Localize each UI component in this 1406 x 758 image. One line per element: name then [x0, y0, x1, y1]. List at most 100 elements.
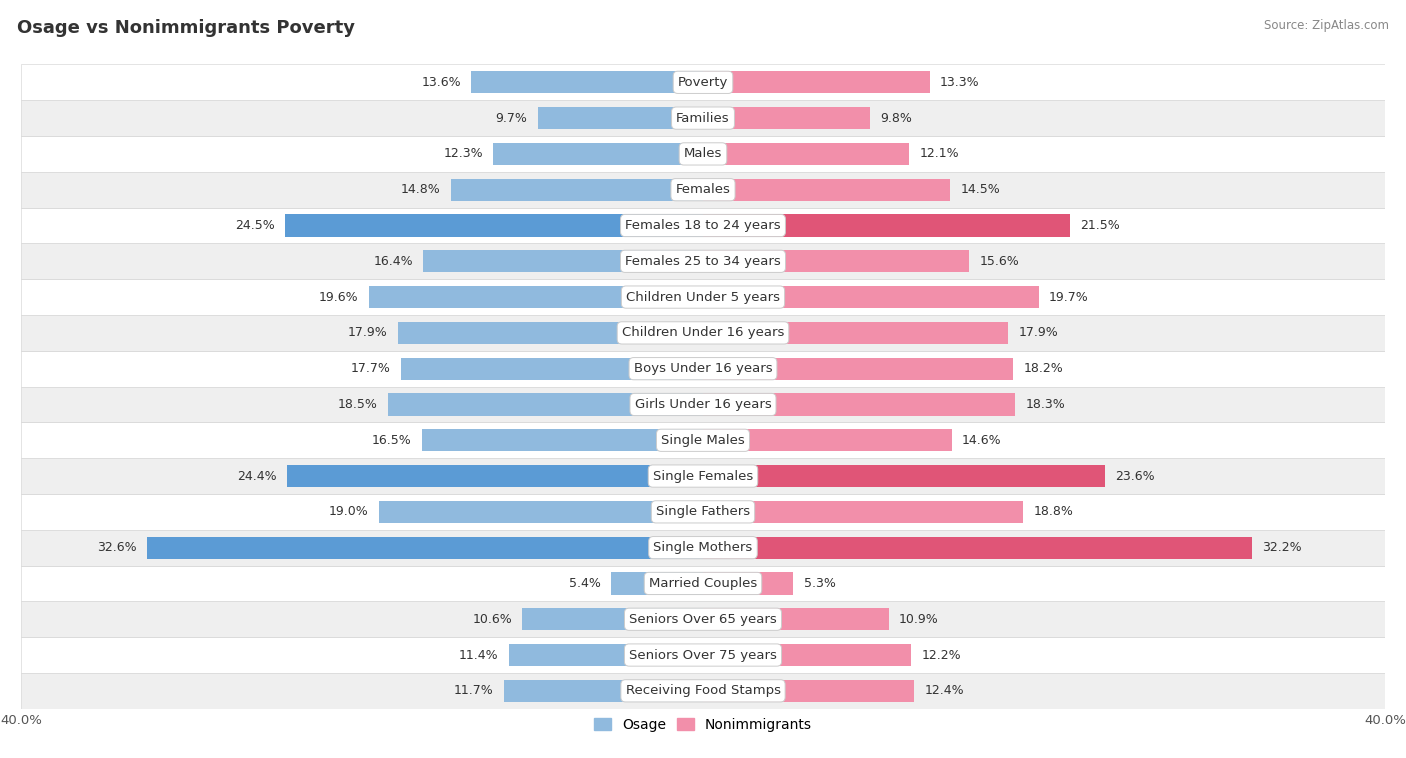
Text: 17.7%: 17.7%: [352, 362, 391, 375]
Bar: [509, 644, 703, 666]
Bar: [703, 250, 969, 272]
Bar: [285, 215, 703, 236]
Text: Poverty: Poverty: [678, 76, 728, 89]
Text: Receiving Food Stamps: Receiving Food Stamps: [626, 684, 780, 697]
Bar: [703, 572, 793, 594]
Text: 13.6%: 13.6%: [422, 76, 461, 89]
Text: 17.9%: 17.9%: [347, 327, 388, 340]
Text: Source: ZipAtlas.com: Source: ZipAtlas.com: [1264, 19, 1389, 32]
Bar: [21, 494, 1385, 530]
Text: Single Fathers: Single Fathers: [657, 506, 749, 518]
Bar: [451, 179, 703, 201]
Text: 19.6%: 19.6%: [319, 290, 359, 304]
Text: 18.2%: 18.2%: [1024, 362, 1063, 375]
Text: 9.8%: 9.8%: [880, 111, 912, 124]
Text: Children Under 16 years: Children Under 16 years: [621, 327, 785, 340]
Bar: [21, 601, 1385, 637]
Text: Seniors Over 65 years: Seniors Over 65 years: [628, 612, 778, 626]
Bar: [21, 387, 1385, 422]
Bar: [703, 71, 929, 93]
Bar: [21, 64, 1385, 100]
Bar: [537, 107, 703, 129]
Bar: [287, 465, 703, 487]
Bar: [703, 680, 914, 702]
Bar: [388, 393, 703, 415]
Text: 19.0%: 19.0%: [329, 506, 368, 518]
Bar: [703, 322, 1008, 344]
Text: 19.7%: 19.7%: [1049, 290, 1088, 304]
Bar: [703, 107, 870, 129]
Text: 9.7%: 9.7%: [495, 111, 527, 124]
Bar: [471, 71, 703, 93]
Text: Females 18 to 24 years: Females 18 to 24 years: [626, 219, 780, 232]
Text: Single Males: Single Males: [661, 434, 745, 446]
Text: 24.5%: 24.5%: [235, 219, 276, 232]
Bar: [21, 530, 1385, 565]
Bar: [422, 429, 703, 451]
Text: 12.1%: 12.1%: [920, 147, 959, 161]
Text: 17.9%: 17.9%: [1018, 327, 1059, 340]
Text: 32.2%: 32.2%: [1263, 541, 1302, 554]
Text: 10.6%: 10.6%: [472, 612, 512, 626]
Text: 5.3%: 5.3%: [804, 577, 835, 590]
Text: Seniors Over 75 years: Seniors Over 75 years: [628, 649, 778, 662]
Text: 12.2%: 12.2%: [921, 649, 960, 662]
Bar: [401, 358, 703, 380]
Bar: [380, 501, 703, 523]
Text: 5.4%: 5.4%: [569, 577, 600, 590]
Bar: [703, 429, 952, 451]
Bar: [612, 572, 703, 594]
Bar: [21, 565, 1385, 601]
Bar: [703, 286, 1039, 309]
Legend: Osage, Nonimmigrants: Osage, Nonimmigrants: [589, 712, 817, 738]
Text: 14.6%: 14.6%: [962, 434, 1001, 446]
Bar: [703, 179, 950, 201]
Bar: [703, 501, 1024, 523]
Bar: [423, 250, 703, 272]
Bar: [368, 286, 703, 309]
Bar: [21, 172, 1385, 208]
Bar: [21, 637, 1385, 673]
Bar: [703, 143, 910, 165]
Text: 13.3%: 13.3%: [941, 76, 980, 89]
Text: 32.6%: 32.6%: [97, 541, 136, 554]
Bar: [21, 351, 1385, 387]
Text: 18.3%: 18.3%: [1025, 398, 1064, 411]
Text: 16.5%: 16.5%: [371, 434, 412, 446]
Bar: [522, 608, 703, 631]
Bar: [703, 537, 1251, 559]
Text: Females 25 to 34 years: Females 25 to 34 years: [626, 255, 780, 268]
Text: 16.4%: 16.4%: [374, 255, 413, 268]
Text: 11.4%: 11.4%: [458, 649, 499, 662]
Text: Married Couples: Married Couples: [650, 577, 756, 590]
Bar: [494, 143, 703, 165]
Text: 14.8%: 14.8%: [401, 183, 440, 196]
Text: Females: Females: [675, 183, 731, 196]
Text: 18.8%: 18.8%: [1033, 506, 1074, 518]
Bar: [21, 208, 1385, 243]
Bar: [703, 215, 1070, 236]
Text: 24.4%: 24.4%: [238, 469, 277, 483]
Bar: [21, 673, 1385, 709]
Bar: [21, 279, 1385, 315]
Text: 21.5%: 21.5%: [1080, 219, 1119, 232]
Bar: [703, 393, 1015, 415]
Text: Osage vs Nonimmigrants Poverty: Osage vs Nonimmigrants Poverty: [17, 19, 354, 37]
Text: Single Females: Single Females: [652, 469, 754, 483]
Text: Boys Under 16 years: Boys Under 16 years: [634, 362, 772, 375]
Text: 15.6%: 15.6%: [979, 255, 1019, 268]
Text: Males: Males: [683, 147, 723, 161]
Text: Families: Families: [676, 111, 730, 124]
Text: 12.4%: 12.4%: [925, 684, 965, 697]
Text: Girls Under 16 years: Girls Under 16 years: [634, 398, 772, 411]
Bar: [703, 608, 889, 631]
Text: 12.3%: 12.3%: [443, 147, 484, 161]
Bar: [398, 322, 703, 344]
Bar: [503, 680, 703, 702]
Bar: [21, 136, 1385, 172]
Bar: [21, 458, 1385, 494]
Text: 11.7%: 11.7%: [454, 684, 494, 697]
Bar: [21, 422, 1385, 458]
Bar: [21, 243, 1385, 279]
Text: 10.9%: 10.9%: [898, 612, 939, 626]
